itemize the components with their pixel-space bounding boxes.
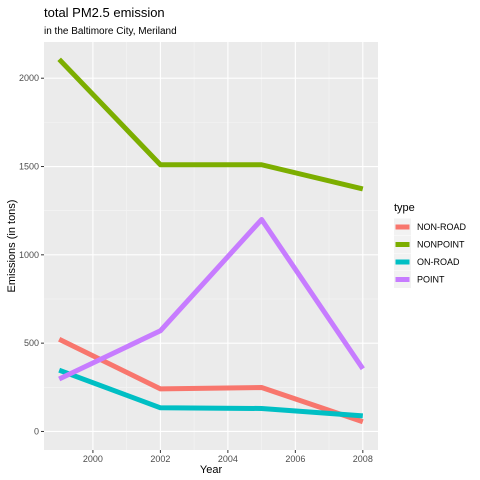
x-axis: 2000 2002 2004 2006 2008 [83,450,373,464]
plot-panel [44,42,378,450]
y-tick-label: 1500 [19,162,39,172]
legend: type NON-ROAD NONPOINT ON-ROAD POINT [394,202,466,288]
chart-subtitle: in the Baltimore City, Meriland [44,26,177,37]
legend-title: type [394,202,415,214]
x-tick-label: 2002 [150,454,170,464]
y-tick-label: 0 [34,426,39,436]
y-axis: 0 500 1000 1500 2000 [19,73,44,436]
series-line-on-road [58,367,364,419]
chart-title: total PM2.5 emission [44,5,165,20]
legend-items: NON-ROAD NONPOINT ON-ROAD POINT [394,218,466,288]
series-line-point [58,217,365,382]
series-lines [57,57,365,425]
legend-label-nonpoint: NONPOINT [417,240,465,250]
y-tick-label: 500 [24,338,39,348]
x-tick-label: 2006 [285,454,305,464]
x-axis-title: Year [200,464,223,476]
series-line-nonpoint [57,57,364,192]
y-tick-label: 2000 [19,73,39,83]
legend-label-on-road: ON-ROAD [417,257,460,267]
y-axis-title: Emissions (in tons) [6,200,18,293]
y-tick-label: 1000 [19,250,39,260]
x-tick-label: 2000 [83,454,103,464]
x-tick-label: 2004 [218,454,238,464]
series-line-non-road [58,337,364,425]
legend-label-non-road: NON-ROAD [417,222,466,232]
x-tick-label: 2008 [353,454,373,464]
major-gridlines [44,42,378,450]
legend-label-point: POINT [417,275,445,285]
